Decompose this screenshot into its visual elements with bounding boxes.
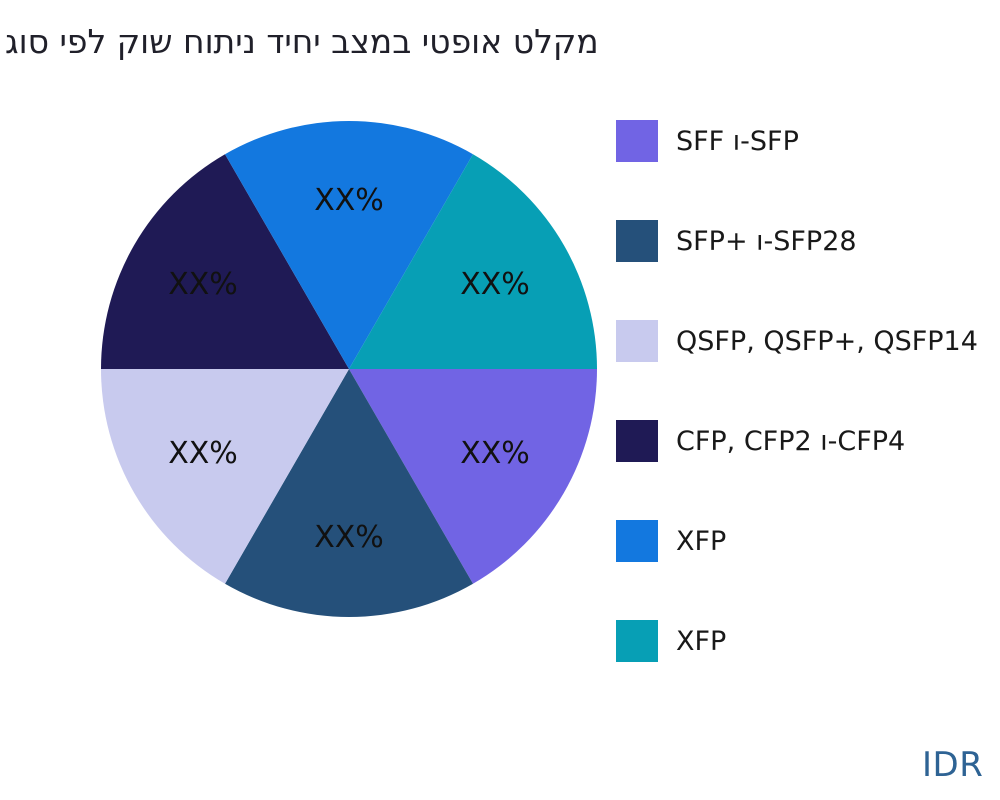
legend-item-0: SFF ו-SFP xyxy=(616,91,978,191)
legend-item-3: CFP, CFP2 ו-CFP4 xyxy=(616,391,978,491)
legend-label-5: XFP xyxy=(676,625,727,657)
legend-swatch-2 xyxy=(616,320,658,362)
pie-chart: XX% XX% XX% XX% XX% XX% xyxy=(101,121,597,617)
legend-item-2: QSFP, QSFP+, QSFP14 xyxy=(616,291,978,391)
legend-label-0: SFF ו-SFP xyxy=(676,125,799,157)
pie-slice-0 xyxy=(349,369,597,584)
legend-swatch-1 xyxy=(616,220,658,262)
legend-swatch-0 xyxy=(616,120,658,162)
chart-title: מקלט אופטי במצב יחיד ניתוח שוק לפי סוג xyxy=(5,22,599,61)
pie-slice-1 xyxy=(225,369,473,617)
legend: SFF ו-SFP SFP+ ו-SFP28 QSFP, QSFP+, QSFP14… xyxy=(616,91,978,691)
pie-slice-5 xyxy=(349,154,597,369)
watermark-idr: IDR xyxy=(922,745,984,785)
pie-slice-label-1: XX% xyxy=(314,520,384,555)
pie-slice-label-4: XX% xyxy=(314,183,384,218)
pie-slice-3 xyxy=(101,154,349,369)
legend-label-3: CFP, CFP2 ו-CFP4 xyxy=(676,425,906,457)
legend-item-1: SFP+ ו-SFP28 xyxy=(616,191,978,291)
pie-slice-2 xyxy=(101,369,349,584)
legend-label-1: SFP+ ו-SFP28 xyxy=(676,225,857,257)
legend-swatch-4 xyxy=(616,520,658,562)
pie-slice-4 xyxy=(225,121,473,369)
legend-label-4: XFP xyxy=(676,525,727,557)
pie-slice-label-3: XX% xyxy=(168,267,238,302)
pie-slice-label-0: XX% xyxy=(460,436,530,471)
pie-slice-label-2: XX% xyxy=(168,436,238,471)
legend-item-5: XFP xyxy=(616,591,978,691)
legend-swatch-3 xyxy=(616,420,658,462)
legend-swatch-5 xyxy=(616,620,658,662)
legend-label-2: QSFP, QSFP+, QSFP14 xyxy=(676,325,978,357)
pie-slice-label-5: XX% xyxy=(460,267,530,302)
legend-item-4: XFP xyxy=(616,491,978,591)
